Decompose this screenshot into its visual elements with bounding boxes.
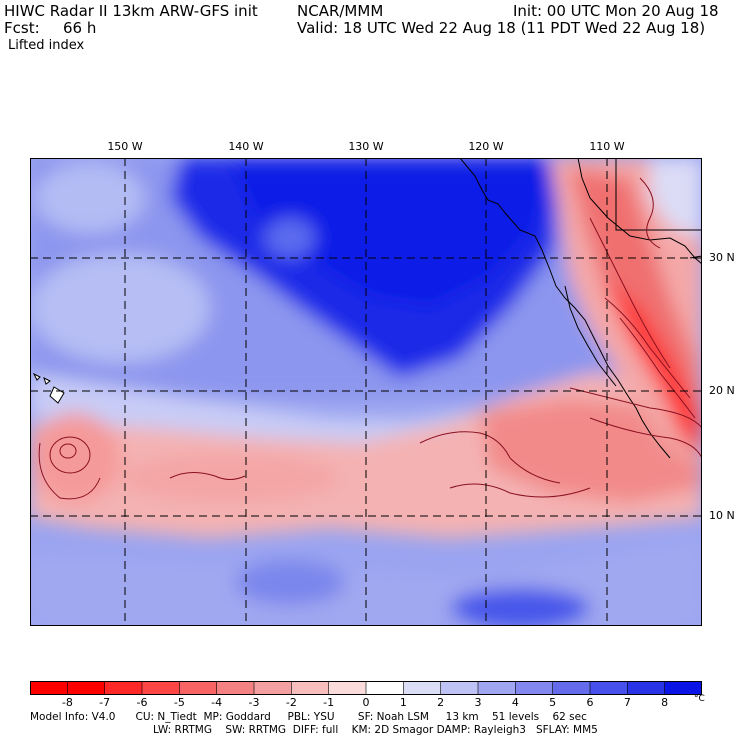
colorbar-label: 5 xyxy=(549,696,557,709)
colorbar-cell xyxy=(253,681,293,695)
colorbar-cell xyxy=(664,681,702,695)
graticule xyxy=(30,158,702,626)
product-title: HIWC Radar II 13km ARW-GFS init xyxy=(4,2,258,20)
colorbar-label: 3 xyxy=(474,696,482,709)
colorbar-cell xyxy=(216,681,255,695)
colorbar-label: 8 xyxy=(661,696,669,709)
colorbar-cell xyxy=(589,681,629,695)
colorbar-cell xyxy=(104,681,143,695)
valid-time: Valid: 18 UTC Wed 22 Aug 18 (11 PDT Wed … xyxy=(297,19,706,37)
colorbar-label: 1 xyxy=(399,696,407,709)
lifted-index-map xyxy=(30,158,702,626)
longitude-label: 130 W xyxy=(348,140,384,153)
forecast-label: Fcst: xyxy=(4,19,40,37)
colorbar-cell xyxy=(141,681,181,695)
colorbar-unit: °C xyxy=(694,694,705,704)
latitude-label: 20 N xyxy=(709,384,735,397)
colorbar-cell xyxy=(30,681,69,695)
colorbar-label: -1 xyxy=(323,696,335,709)
colorbar-cell xyxy=(403,681,442,695)
latitude-label: 10 N xyxy=(709,509,735,522)
contour-lines xyxy=(38,177,702,500)
colorbar-label: 7 xyxy=(623,696,631,709)
model-info-line-1: Model Info: V4.0 CU: N_Tiedt MP: Goddard… xyxy=(30,711,587,723)
map-frame xyxy=(30,158,702,626)
colorbar-cell xyxy=(552,681,591,695)
coastline xyxy=(459,158,702,459)
colorbar-label: -8 xyxy=(61,696,73,709)
colorbar xyxy=(30,681,702,695)
colorbar-label: -5 xyxy=(173,696,185,709)
longitude-label: 120 W xyxy=(468,140,504,153)
colorbar-label: 4 xyxy=(511,696,519,709)
field-name: Lifted index xyxy=(8,38,85,53)
colorbar-cell xyxy=(627,681,666,695)
colorbar-cell xyxy=(67,681,106,695)
colorbar-cell xyxy=(477,681,517,695)
colorbar-cell xyxy=(328,681,367,695)
longitude-label: 110 W xyxy=(589,140,625,153)
colorbar-cell xyxy=(515,681,554,695)
colorbar-label: -6 xyxy=(136,696,148,709)
colorbar-cell xyxy=(179,681,218,695)
colorbar-label: 0 xyxy=(362,696,370,709)
colorbar-label: -3 xyxy=(248,696,260,709)
model-info-line-2: LW: RRTMG SW: RRTMG DIFF: full KM: 2D Sm… xyxy=(153,724,598,736)
colorbar-label: 2 xyxy=(437,696,445,709)
latitude-label: 30 N xyxy=(709,251,735,264)
colorbar-cell xyxy=(440,681,479,695)
colorbar-label: 6 xyxy=(586,696,594,709)
longitude-label: 150 W xyxy=(107,140,143,153)
colorbar-label: -7 xyxy=(99,696,111,709)
state-border xyxy=(615,158,702,231)
colorbar-label: -2 xyxy=(285,696,297,709)
colorbar-label: -4 xyxy=(211,696,223,709)
colorbar-cell xyxy=(291,681,330,695)
forecast-hour: 66 h xyxy=(63,19,97,37)
longitude-label: 140 W xyxy=(228,140,264,153)
init-time: Init: 00 UTC Mon 20 Aug 18 xyxy=(513,2,719,20)
colorbar-cell xyxy=(365,681,405,695)
source-label: NCAR/MMM xyxy=(297,2,384,20)
